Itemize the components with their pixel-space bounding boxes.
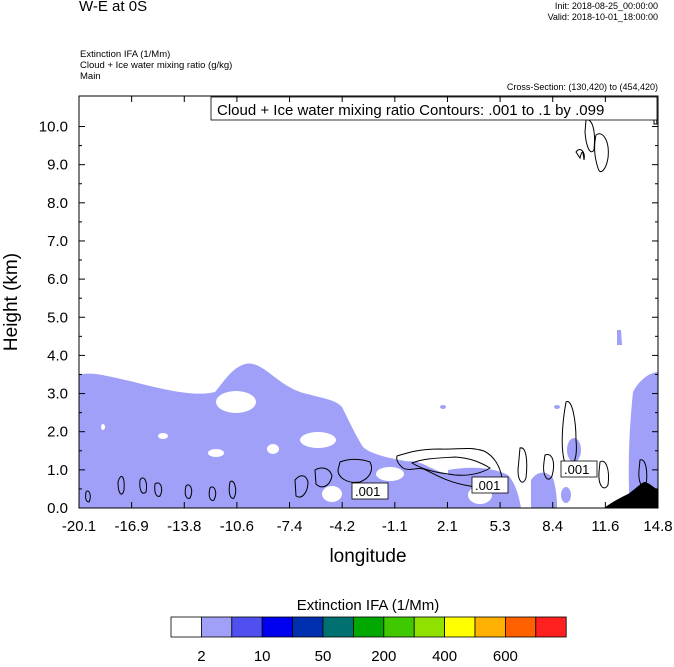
chart-title: W-E at 0S (79, 0, 148, 15)
colorbar-swatch (352, 616, 385, 638)
colorbar-swatch (292, 616, 324, 638)
y-tick-label: 5.0 (47, 309, 68, 326)
extinction-spot (567, 438, 581, 462)
colorbar-swatch (200, 616, 233, 638)
contour-label-3: .001 (564, 462, 589, 477)
field-info: Extinction IFA (1/Mm) Cloud + Ice water … (80, 49, 232, 82)
plot-frame (78, 95, 659, 509)
cross-section-label: Cross-Section: (130,420) to (454,420) (506, 82, 658, 92)
x-axis: -20.1 -16.9 -13.8 -10.6 -7.4 -4.2 -1.1 2.1 5.3 8.… (62, 96, 673, 535)
terrain (604, 482, 658, 508)
colorbar-title: Extinction IFA (1/Mm) (297, 597, 440, 614)
extinction-area-west (79, 363, 470, 508)
contour-labels: .001 .001 .001 (355, 462, 589, 499)
extinction-spot (440, 405, 446, 409)
y-axis-label: Height (km) (1, 253, 22, 351)
x-tick-label: -4.2 (329, 518, 355, 535)
colorbar-swatch (535, 616, 567, 638)
field-name-main: Main (80, 71, 101, 82)
y-tick-label: 4.0 (47, 347, 68, 364)
extinction-area-right-edge (628, 372, 658, 508)
extinction-area-far-east (531, 472, 557, 508)
x-tick-label: -13.8 (167, 518, 201, 535)
colorbar: 2 10 50 200 400 600 (170, 616, 567, 665)
y-tick-label: 3.0 (47, 386, 68, 403)
colorbar-tick-label: 2 (197, 648, 205, 665)
x-tick-label: -7.4 (277, 518, 303, 535)
colorbar-swatch (444, 616, 476, 638)
colorbar-swatch (474, 616, 506, 638)
x-axis-label: longitude (329, 546, 406, 567)
y-tick-label: 2.0 (47, 424, 68, 441)
y-tick-label: 0.0 (47, 500, 68, 517)
colorbar-swatch (170, 616, 202, 638)
contour-label-boxes (351, 460, 598, 500)
contour-label-2: .001 (475, 478, 500, 493)
y-tick-label: 1.0 (47, 462, 68, 479)
field-name-extinction: Extinction IFA (1/Mm) (80, 49, 171, 60)
x-tick-label: -1.1 (382, 518, 408, 535)
y-axis: 0.0 1.0 2.0 3.0 4.0 5.0 6.0 7.0 8.0 9.0 10.0 (39, 119, 658, 517)
x-tick-label: 5.3 (490, 518, 511, 535)
colorbar-swatch (413, 616, 446, 638)
colorbar-tick-label: 10 (254, 648, 271, 665)
x-tick-label: 11.6 (591, 518, 619, 535)
colorbar-tick-label: 200 (371, 648, 396, 665)
init-time: Init: 2018-08-25_00:00:00 (554, 1, 658, 11)
contour-info-text: Cloud + Ice water mixing ratio Contours:… (217, 102, 604, 119)
contour-info-box (210, 96, 658, 121)
colorbar-swatch (231, 616, 263, 638)
colorbar-swatch (322, 616, 354, 638)
colorbar-tick-label: 50 (315, 648, 332, 665)
time-info: Init: 2018-08-25_00:00:00 Valid: 2018-10… (548, 1, 658, 23)
x-tick-label: 8.4 (542, 518, 563, 535)
extinction-fill-layer (79, 110, 658, 508)
colorbar-tick-label: 600 (493, 648, 518, 665)
colorbar-swatch (383, 616, 415, 638)
x-tick-label: -10.6 (220, 518, 254, 535)
y-tick-label: 7.0 (47, 233, 68, 250)
x-tick-label: 2.1 (437, 518, 458, 535)
y-tick-label: 10.0 (39, 119, 68, 136)
colorbar-tick-label: 400 (432, 648, 457, 665)
x-tick-label: -16.9 (115, 518, 149, 535)
x-tick-label: -20.1 (62, 518, 96, 535)
extinction-spot (617, 330, 622, 345)
field-name-mixing-ratio: Cloud + Ice water mixing ratio (g/kg) (80, 60, 233, 71)
colorbar-swatch (261, 616, 294, 638)
y-tick-label: 9.0 (47, 157, 68, 174)
mixing-ratio-contours (85, 110, 658, 503)
colorbar-swatch (504, 616, 537, 638)
extinction-spot (554, 405, 560, 409)
valid-time: Valid: 2018-10-01_18:00:00 (547, 12, 658, 22)
y-tick-label: 8.0 (47, 195, 68, 212)
clear-gaps (101, 391, 492, 504)
y-tick-label: 6.0 (47, 271, 68, 288)
x-tick-label: 14.8 (643, 518, 672, 535)
extinction-spot (561, 487, 571, 503)
contour-label-1: .001 (355, 484, 380, 499)
